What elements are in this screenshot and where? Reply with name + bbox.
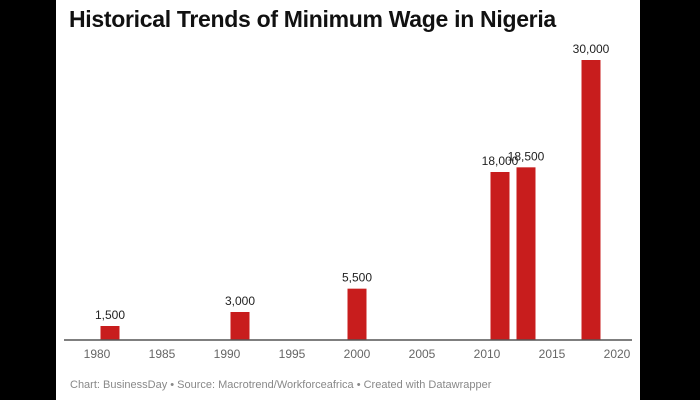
x-tick-label: 1995 [279,347,306,361]
x-tick-label: 2020 [604,347,631,361]
x-tick-label: 1985 [149,347,176,361]
bar [230,312,250,340]
x-tick-label: 2010 [474,347,501,361]
x-tick-label: 2000 [344,347,371,361]
bar [100,326,120,340]
chart-footer: Chart: BusinessDay • Source: Macrotrend/… [70,379,492,391]
chart-title: Historical Trends of Minimum Wage in Nig… [69,6,556,32]
x-tick-label: 2015 [539,347,566,361]
data-label: 3,000 [225,294,255,308]
data-label: 30,000 [573,42,610,56]
bar [581,60,601,340]
bar [347,288,367,340]
x-tick-label: 1980 [84,347,111,361]
bar [516,167,536,340]
data-label: 1,500 [95,308,125,322]
data-label: 18,500 [508,149,545,163]
x-tick-label: 1990 [214,347,241,361]
data-label: 18,000 [482,154,519,168]
bar [490,172,510,340]
data-label: 5,500 [342,271,372,285]
x-tick-label: 2005 [409,347,436,361]
